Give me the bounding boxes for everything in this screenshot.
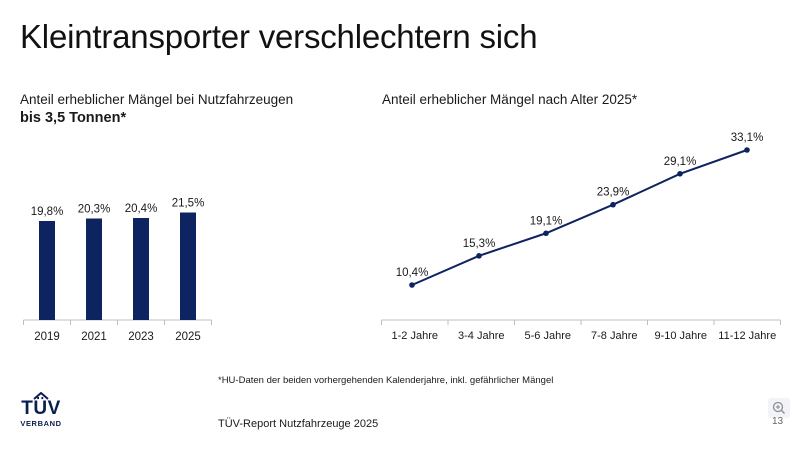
bar-category-label: 2021 xyxy=(81,331,107,343)
line-value-label: 19,1% xyxy=(530,215,563,227)
line-point-7-8 Jahre xyxy=(610,201,616,208)
line-category-label: 5-6 Jahre xyxy=(525,330,571,342)
line-category-label: 7-8 Jahre xyxy=(591,330,637,342)
bar-value-label: 19,8% xyxy=(31,206,64,218)
logo-word: TÜV xyxy=(21,398,61,419)
line-value-label: 15,3% xyxy=(463,238,496,250)
line-chart-title: Anteil erheblicher Mängel nach Alter 202… xyxy=(382,92,638,107)
line-category-label: 1-2 Jahre xyxy=(392,330,438,342)
footnote: *HU-Daten der beiden vorhergehenden Kale… xyxy=(218,375,554,386)
line-value-label: 33,1% xyxy=(731,132,764,144)
bar-2023 xyxy=(133,218,149,320)
line-point-3-4 Jahre xyxy=(476,253,482,259)
bar-category-label: 2025 xyxy=(175,331,201,343)
page-number: 13 xyxy=(772,416,784,427)
logo-roof-icon xyxy=(33,392,49,400)
line-category-label: 3-4 Jahre xyxy=(458,330,504,342)
line-category-label: 11-12 Jahre xyxy=(718,330,776,342)
slide-title: Kleintransporter verschlechtern sich xyxy=(20,18,538,55)
bar-value-label: 20,4% xyxy=(125,203,158,215)
zoom-button[interactable] xyxy=(768,398,790,418)
bar-value-label: 21,5% xyxy=(172,198,205,210)
line-point-1-2 Jahre xyxy=(409,282,415,288)
bar-2019 xyxy=(39,221,55,320)
line-value-label: 10,4% xyxy=(396,267,429,279)
line-value-label: 23,9% xyxy=(597,187,630,199)
line-point-11-12 Jahre xyxy=(744,147,750,153)
bar-chart-subtitle: bis 3,5 Tonnen* xyxy=(20,110,127,126)
bar-2025 xyxy=(180,212,196,320)
tuev-verband-logo: TÜV VERBAND xyxy=(16,392,66,432)
line-chart: 10,4% 1-2 Jahre 15,3% 3-4 Jahre 19,1% 5-6 Jah… xyxy=(381,132,781,342)
line-point-5-6 Jahre xyxy=(543,230,549,237)
bar-chart: 19,8% 2019 20,3% 2021 20,4% 2023 21,5% 2025 xyxy=(23,198,212,343)
zoom-in-icon xyxy=(772,401,785,414)
line-category-label: 9-10 Jahre xyxy=(654,330,707,342)
series-line xyxy=(411,149,748,286)
bar-2021 xyxy=(86,218,102,320)
bar-category-label: 2023 xyxy=(128,331,154,343)
bar-value-label: 20,3% xyxy=(78,204,111,216)
bar-chart-title: Anteil erheblicher Mängel bei Nutzfahrze… xyxy=(20,92,294,107)
line-point-9-10 Jahre xyxy=(677,170,683,177)
source-note: TÜV-Report Nutzfahrzeuge 2025 xyxy=(218,418,379,430)
line-value-label: 29,1% xyxy=(664,156,697,168)
logo-subword: VERBAND xyxy=(20,419,62,428)
bar-category-label: 2019 xyxy=(34,331,60,343)
